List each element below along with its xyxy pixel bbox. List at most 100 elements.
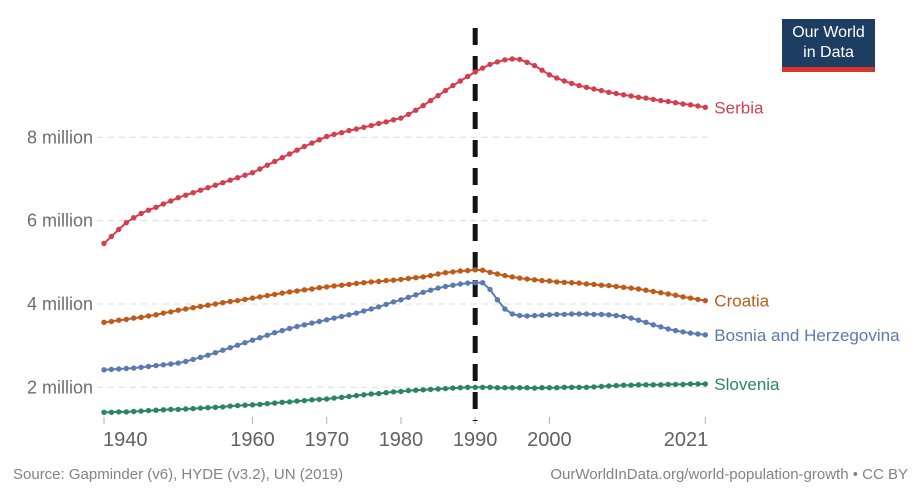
- data-point-croatia[interactable]: [680, 294, 686, 300]
- data-point-bosnia-and-herzegovina[interactable]: [368, 306, 374, 312]
- data-point-serbia[interactable]: [294, 147, 300, 153]
- data-point-serbia[interactable]: [442, 87, 449, 94]
- data-point-croatia[interactable]: [465, 267, 471, 274]
- data-point-bosnia-and-herzegovina[interactable]: [546, 312, 553, 318]
- data-point-croatia[interactable]: [442, 270, 449, 276]
- data-point-croatia[interactable]: [197, 303, 204, 310]
- data-point-serbia[interactable]: [279, 155, 285, 161]
- data-point-slovenia[interactable]: [680, 381, 686, 388]
- data-point-slovenia[interactable]: [509, 385, 515, 391]
- data-point-bosnia-and-herzegovina[interactable]: [331, 315, 337, 321]
- data-point-bosnia-and-herzegovina[interactable]: [635, 317, 642, 323]
- data-point-croatia[interactable]: [145, 313, 152, 319]
- data-point-serbia[interactable]: [138, 210, 144, 217]
- data-point-serbia[interactable]: [591, 86, 597, 92]
- data-point-slovenia[interactable]: [435, 386, 441, 392]
- series-slovenia[interactable]: Slovenia: [101, 375, 780, 415]
- data-point-slovenia[interactable]: [457, 385, 463, 391]
- data-point-croatia[interactable]: [502, 272, 508, 279]
- data-point-serbia[interactable]: [509, 56, 515, 62]
- data-point-serbia[interactable]: [131, 215, 137, 221]
- data-point-serbia[interactable]: [702, 104, 708, 111]
- data-point-bosnia-and-herzegovina[interactable]: [309, 320, 315, 326]
- data-point-croatia[interactable]: [116, 317, 122, 323]
- data-point-croatia[interactable]: [628, 285, 634, 291]
- data-point-slovenia[interactable]: [398, 388, 404, 395]
- data-point-croatia[interactable]: [695, 296, 701, 303]
- data-point-serbia[interactable]: [620, 92, 627, 98]
- data-point-croatia[interactable]: [457, 268, 463, 274]
- data-point-slovenia[interactable]: [145, 407, 152, 414]
- data-point-croatia[interactable]: [153, 312, 159, 318]
- data-point-serbia[interactable]: [168, 198, 174, 204]
- data-point-serbia[interactable]: [472, 69, 478, 75]
- data-point-bosnia-and-herzegovina[interactable]: [576, 311, 582, 317]
- data-point-bosnia-and-herzegovina[interactable]: [383, 301, 389, 308]
- data-point-serbia[interactable]: [479, 65, 486, 71]
- data-point-serbia[interactable]: [658, 97, 664, 104]
- data-point-croatia[interactable]: [665, 291, 671, 297]
- data-point-slovenia[interactable]: [702, 381, 708, 387]
- data-point-croatia[interactable]: [539, 277, 545, 284]
- series-label-serbia[interactable]: Serbia: [714, 98, 764, 117]
- data-point-croatia[interactable]: [279, 290, 285, 296]
- data-point-slovenia[interactable]: [257, 401, 263, 408]
- data-point-croatia[interactable]: [353, 280, 360, 287]
- data-point-croatia[interactable]: [190, 305, 196, 311]
- data-point-bosnia-and-herzegovina[interactable]: [583, 311, 590, 317]
- data-point-croatia[interactable]: [569, 280, 575, 286]
- data-point-bosnia-and-herzegovina[interactable]: [227, 345, 233, 351]
- data-point-bosnia-and-herzegovina[interactable]: [346, 312, 352, 318]
- data-point-serbia[interactable]: [197, 187, 204, 193]
- data-point-slovenia[interactable]: [643, 382, 649, 388]
- data-point-bosnia-and-herzegovina[interactable]: [517, 312, 523, 319]
- data-point-croatia[interactable]: [583, 281, 590, 287]
- data-point-serbia[interactable]: [264, 162, 270, 168]
- data-point-serbia[interactable]: [494, 59, 501, 65]
- data-point-serbia[interactable]: [502, 57, 508, 63]
- data-point-slovenia[interactable]: [450, 385, 456, 391]
- data-point-serbia[interactable]: [546, 72, 553, 78]
- data-point-croatia[interactable]: [286, 289, 293, 295]
- data-point-slovenia[interactable]: [494, 385, 501, 391]
- series-line-croatia[interactable]: [103, 268, 706, 324]
- data-point-slovenia[interactable]: [101, 409, 107, 415]
- data-point-bosnia-and-herzegovina[interactable]: [145, 363, 152, 370]
- data-point-slovenia[interactable]: [264, 400, 270, 407]
- data-point-croatia[interactable]: [376, 278, 382, 285]
- data-point-croatia[interactable]: [361, 280, 367, 286]
- data-point-croatia[interactable]: [242, 296, 248, 303]
- data-point-bosnia-and-herzegovina[interactable]: [272, 330, 278, 336]
- data-point-bosnia-and-herzegovina[interactable]: [316, 318, 322, 325]
- data-point-bosnia-and-herzegovina[interactable]: [450, 282, 456, 288]
- data-point-serbia[interactable]: [183, 192, 189, 198]
- data-point-serbia[interactable]: [665, 98, 671, 105]
- data-point-croatia[interactable]: [368, 279, 374, 285]
- data-point-bosnia-and-herzegovina[interactable]: [101, 367, 107, 373]
- data-point-croatia[interactable]: [108, 318, 115, 325]
- data-point-serbia[interactable]: [190, 190, 196, 196]
- data-point-croatia[interactable]: [398, 276, 404, 283]
- data-point-croatia[interactable]: [494, 271, 501, 277]
- data-point-croatia[interactable]: [517, 275, 523, 281]
- data-point-slovenia[interactable]: [183, 406, 189, 412]
- data-point-croatia[interactable]: [309, 286, 315, 292]
- data-point-bosnia-and-herzegovina[interactable]: [116, 366, 122, 372]
- attribution-link[interactable]: OurWorldInData.org/world-population-grow…: [550, 466, 908, 483]
- data-point-slovenia[interactable]: [390, 389, 397, 395]
- data-point-slovenia[interactable]: [361, 392, 367, 398]
- data-point-slovenia[interactable]: [116, 409, 122, 415]
- data-point-croatia[interactable]: [220, 300, 226, 306]
- data-point-croatia[interactable]: [272, 291, 278, 298]
- data-point-bosnia-and-herzegovina[interactable]: [212, 350, 219, 356]
- data-point-serbia[interactable]: [465, 73, 471, 80]
- data-point-croatia[interactable]: [227, 298, 233, 305]
- data-point-slovenia[interactable]: [539, 385, 545, 391]
- data-point-croatia[interactable]: [613, 283, 619, 290]
- data-point-slovenia[interactable]: [316, 396, 322, 403]
- data-point-serbia[interactable]: [695, 103, 701, 109]
- data-point-serbia[interactable]: [598, 87, 605, 94]
- data-point-bosnia-and-herzegovina[interactable]: [539, 312, 545, 318]
- data-point-bosnia-and-herzegovina[interactable]: [702, 332, 708, 338]
- data-point-croatia[interactable]: [635, 286, 642, 292]
